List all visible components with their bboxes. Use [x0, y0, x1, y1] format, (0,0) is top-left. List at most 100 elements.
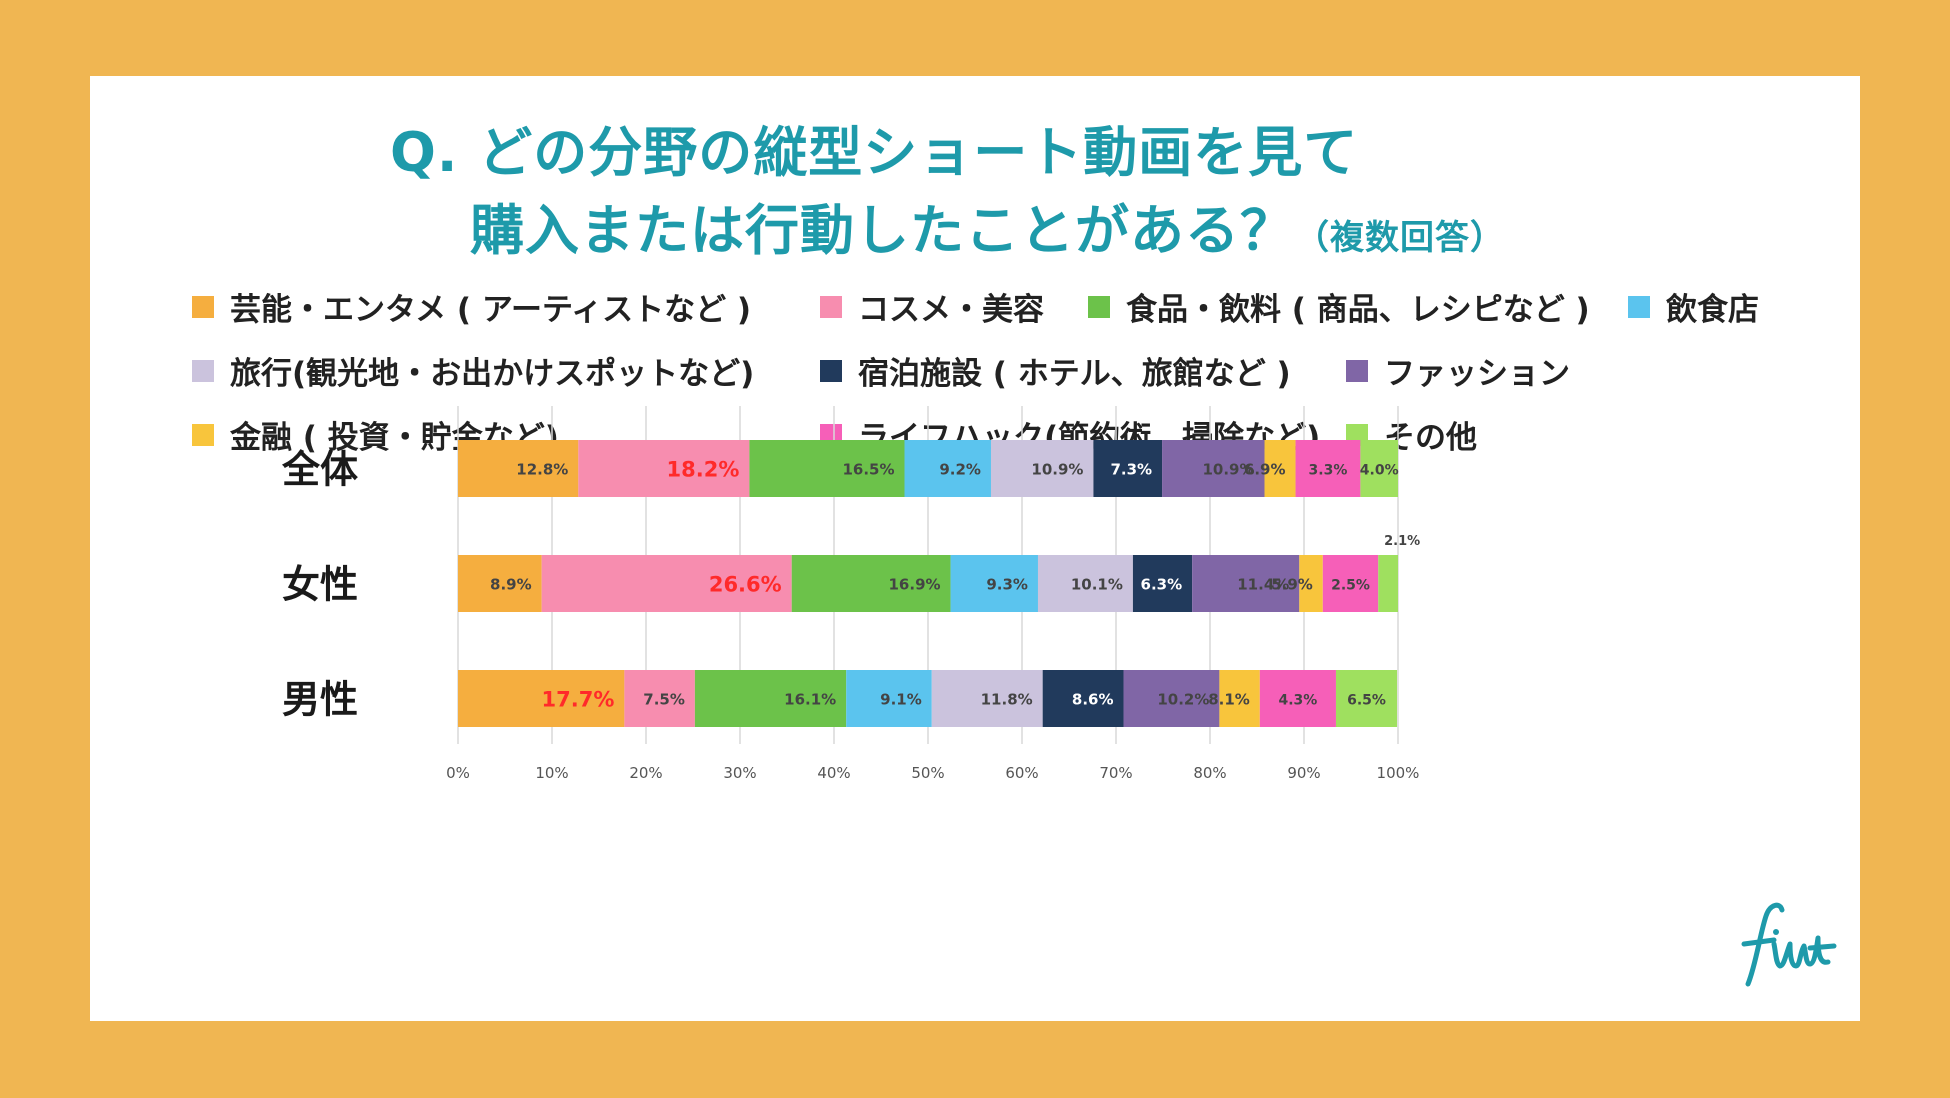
- bar-segment: [1299, 555, 1323, 612]
- bar-segment: [931, 670, 1043, 727]
- legend-item-lodging: 宿泊施設 ( ホテル、旅館など ): [820, 348, 1291, 393]
- x-tick-label: 20%: [629, 764, 662, 782]
- data-label: 10.1%: [1071, 576, 1123, 594]
- legend-swatch: [1628, 295, 1650, 318]
- stacked-bar-chart: 0% 10% 20% 30% 40% 50% 60% 70% 80% 90% 100% 全体 12.8%…: [281, 406, 1420, 782]
- legend-label: 飲食店: [1666, 292, 1759, 328]
- bar-segment: [1042, 670, 1124, 727]
- bar-segment: [458, 670, 625, 727]
- legend-item-restaurant: 飲食店: [1628, 284, 1759, 329]
- x-tick-label: 100%: [1377, 764, 1420, 782]
- data-label: 12.8%: [516, 461, 568, 479]
- data-label: 6.3%: [1141, 576, 1183, 594]
- legend-swatch: [192, 423, 214, 446]
- bar-segment: [846, 670, 932, 727]
- legend-label: 食品・飲料 ( 商品、レシピなど ): [1126, 292, 1590, 328]
- legend-label: その他: [1384, 420, 1477, 456]
- x-tick-label: 80%: [1193, 764, 1226, 782]
- bar-segment: [904, 440, 991, 497]
- bar-segment: [458, 440, 579, 497]
- legend-label: ファッション: [1384, 356, 1570, 392]
- bar-segment: [1264, 440, 1296, 497]
- legend-item-travel: 旅行(観光地・お出かけスポットなど): [192, 348, 754, 393]
- data-label: 7.5%: [643, 691, 685, 709]
- legend-label: コスメ・美容: [858, 292, 1044, 328]
- bar-segment: [1378, 555, 1398, 612]
- legend-swatch: [1088, 295, 1110, 318]
- legend-label: 芸能・エンタメ ( アーティストなど ): [230, 292, 752, 328]
- bar-segment: [990, 440, 1094, 497]
- x-tick-label: 60%: [1005, 764, 1038, 782]
- data-label: 16.1%: [784, 691, 836, 709]
- bar-segment: [791, 555, 951, 612]
- bar-segment: [541, 555, 792, 612]
- legend-item-fashion: ファッション: [1346, 348, 1570, 393]
- legend-label: 宿泊施設 ( ホテル、旅館など ): [858, 356, 1291, 392]
- data-label: 10.2%: [1157, 691, 1209, 709]
- legend-item-entertainment: 芸能・エンタメ ( アーティストなど ): [192, 284, 751, 329]
- chart-title-note: （複数回答）: [1295, 218, 1505, 258]
- bar-segment: [1132, 555, 1193, 612]
- data-label: 16.9%: [889, 576, 941, 594]
- chart-title-text: 購入または行動したことがある？: [470, 199, 1295, 262]
- category-label: 男性: [282, 678, 358, 722]
- data-label: 4.3%: [1278, 693, 1317, 709]
- data-label: 2.5%: [1331, 578, 1370, 594]
- bar-segment: [1259, 670, 1336, 727]
- legend-label: 旅行(観光地・お出かけスポットなど): [230, 356, 755, 392]
- bar-segment: [458, 555, 542, 612]
- chart-title-line2: 購入または行動したことがある？（複数回答）: [470, 186, 1505, 265]
- data-label: 11.4%: [1237, 576, 1289, 594]
- bar-segment: [624, 670, 695, 727]
- legend-swatch: [192, 295, 214, 318]
- data-label: 5.9%: [1271, 576, 1313, 594]
- bar-segment: [1093, 440, 1163, 497]
- data-label: 11.8%: [981, 691, 1033, 709]
- legend-item-food: 食品・飲料 ( 商品、レシピなど ): [1088, 284, 1590, 329]
- category-label: 全体: [281, 448, 358, 492]
- category-label: 女性: [282, 563, 358, 607]
- x-tick-label: 90%: [1287, 764, 1320, 782]
- legend-swatch: [192, 359, 214, 382]
- legend-item-cosmetics: コスメ・美容: [820, 284, 1044, 329]
- data-label: 6.5%: [1347, 693, 1386, 709]
- x-tick-label: 50%: [911, 764, 944, 782]
- chart-title-line1: Q. どの分野の縦型ショート動画を見て: [390, 121, 1359, 184]
- bar-segment: [1192, 555, 1300, 612]
- legend-swatch: [1346, 359, 1368, 382]
- data-label: 10.9%: [1202, 461, 1254, 479]
- data-label: 10.9%: [1031, 461, 1083, 479]
- bar-segment: [578, 440, 750, 497]
- data-label: 6.9%: [1244, 461, 1286, 479]
- bar-segment: [1162, 440, 1265, 497]
- data-label: 9.2%: [939, 461, 981, 479]
- bar-segment: [749, 440, 905, 497]
- x-tick-label: 40%: [817, 764, 850, 782]
- x-tick-label: 0%: [446, 764, 470, 782]
- data-label: 8.9%: [490, 576, 532, 594]
- data-label: 3.3%: [1309, 463, 1348, 479]
- bar-segment: [694, 670, 847, 727]
- data-label: 8.6%: [1072, 691, 1114, 709]
- card-panel: Q. どの分野の縦型ショート動画を見て 購入または行動したことがある？（複数回答…: [90, 76, 1860, 1021]
- data-label: 16.5%: [842, 461, 894, 479]
- data-label: 26.6%: [709, 573, 782, 597]
- data-label: 9.3%: [986, 576, 1028, 594]
- legend-swatch: [820, 295, 842, 318]
- bar-segment: [1037, 555, 1133, 612]
- fint-logo: [1741, 902, 1837, 987]
- x-tick-label: 30%: [723, 764, 756, 782]
- x-tick-label: 70%: [1099, 764, 1132, 782]
- bar-segment: [1295, 440, 1361, 497]
- data-label: 4.0%: [1360, 463, 1399, 479]
- data-label: 2.1%: [1384, 534, 1420, 549]
- data-label: 8.1%: [1208, 691, 1250, 709]
- x-tick-label: 10%: [535, 764, 568, 782]
- bar-segment: [950, 555, 1038, 612]
- bar-segment: [1322, 555, 1379, 612]
- bar-segment: [1335, 670, 1398, 727]
- bar-segment: [1123, 670, 1220, 727]
- bar-segment: [1360, 440, 1398, 497]
- bar-segment: [1219, 670, 1260, 727]
- data-label: 7.3%: [1110, 461, 1152, 479]
